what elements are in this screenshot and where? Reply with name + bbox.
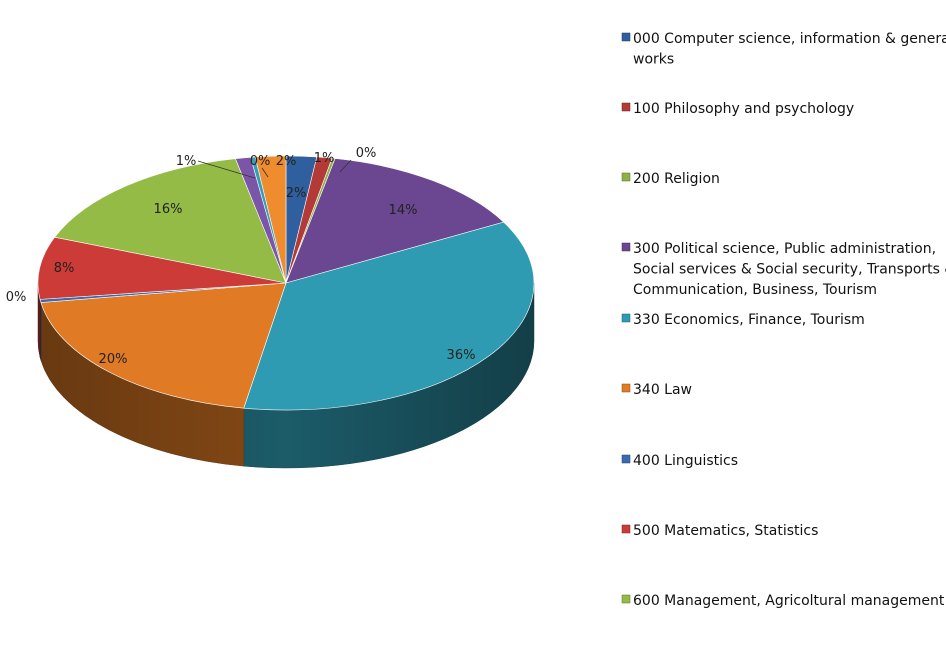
legend-label-3-line-1: Social services & Social security, Trans… — [633, 262, 946, 278]
leader-line-10 — [261, 167, 269, 178]
data-label-3: 14% — [389, 203, 418, 218]
data-label-5: 20% — [99, 352, 128, 367]
data-label-4: 36% — [447, 348, 476, 363]
pie-slice-4 — [243, 221, 535, 411]
data-label-0: 2% — [286, 186, 307, 201]
legend-swatch-0 — [621, 32, 631, 42]
data-label-11: 2% — [276, 154, 297, 169]
legend: 000 Computer science, information & gene… — [621, 31, 946, 609]
legend-swatch-6 — [621, 454, 631, 464]
legend-label-5: 340 Law — [633, 382, 692, 398]
legend-label-0-line-1: works — [633, 52, 674, 68]
legend-swatch-3 — [621, 242, 631, 252]
legend-swatch-4 — [621, 313, 631, 323]
data-label-10: 0% — [250, 154, 271, 169]
data-label-7: 8% — [54, 261, 75, 276]
pie-slice-11 — [254, 155, 287, 284]
legend-label-7: 500 Matematics, Statistics — [633, 523, 818, 539]
pie-slice-5 — [40, 282, 287, 409]
legend-swatch-7 — [621, 524, 631, 534]
legend-swatch-1 — [621, 102, 631, 112]
leader-line-9 — [197, 160, 256, 179]
legend-label-0: 000 Computer science, information & gene… — [633, 31, 946, 47]
data-label-2: 0% — [356, 146, 377, 161]
legend-swatch-8 — [621, 594, 631, 604]
legend-swatch-5 — [621, 383, 631, 393]
data-label-1: 1% — [314, 151, 335, 166]
pie-top — [37, 155, 535, 411]
legend-swatch-2 — [621, 172, 631, 182]
pie-slice-8 — [54, 158, 287, 284]
legend-label-4: 330 Economics, Finance, Tourism — [633, 312, 865, 328]
data-label-9: 1% — [176, 154, 197, 169]
data-label-6: 0% — [6, 290, 27, 305]
data-labels: 2% 1% 0% 14% 36% 20% 0% 8% 16% 1% 0% 2% — [6, 146, 476, 367]
legend-label-3: 300 Political science, Public administra… — [633, 241, 936, 257]
pie-slice-3 — [285, 158, 505, 284]
legend-label-6: 400 Linguistics — [633, 453, 738, 469]
legend-label-2: 200 Religion — [633, 171, 720, 187]
legend-label-8: 600 Management, Agricoltural management — [633, 593, 945, 609]
legend-label-1: 100 Philosophy and psychology — [633, 101, 854, 117]
data-label-8: 16% — [154, 202, 183, 217]
legend-label-3-line-2: Communication, Business, Tourism — [633, 282, 877, 298]
leader-line-2 — [339, 159, 352, 173]
pie-slice-7 — [37, 236, 287, 300]
